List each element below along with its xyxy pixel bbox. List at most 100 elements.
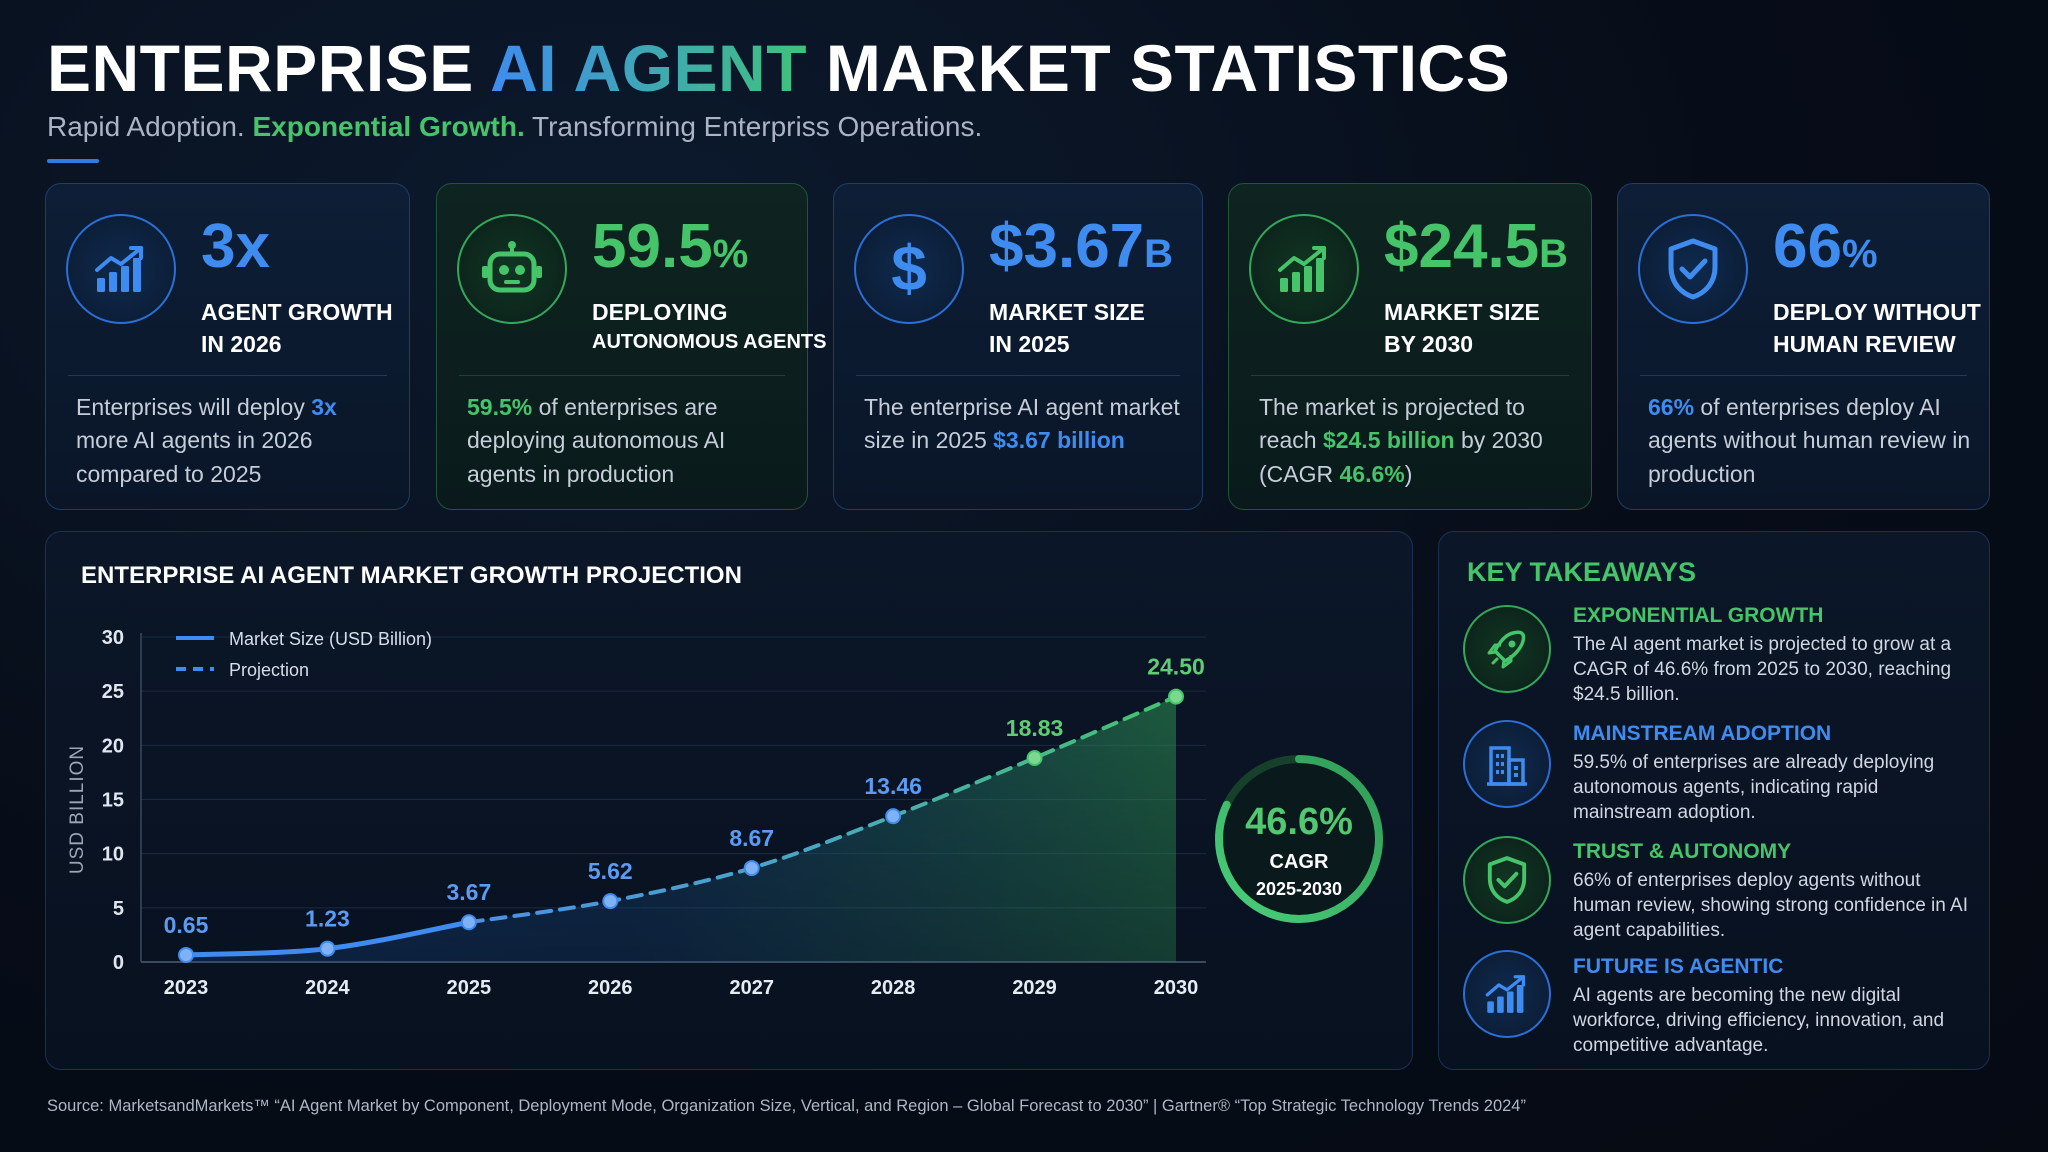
data-label: 3.67 bbox=[446, 879, 491, 905]
card-divider bbox=[856, 375, 1180, 376]
chart-growth-icon bbox=[66, 214, 176, 324]
rocket-icon bbox=[1463, 605, 1551, 693]
takeaways-title: KEY TAKEAWAYS bbox=[1467, 557, 1697, 587]
x-tick-label: 2024 bbox=[305, 977, 350, 999]
stat-value: 59.5% bbox=[592, 212, 749, 281]
chart-points bbox=[178, 688, 1184, 963]
x-tick-label: 2029 bbox=[1012, 977, 1057, 999]
chart-area-fill bbox=[186, 696, 1176, 962]
takeaway-body: 66% of enterprises deploy agents without… bbox=[1573, 870, 1969, 942]
data-point bbox=[178, 946, 194, 963]
y-tick-label: 20 bbox=[102, 735, 124, 757]
takeaway-heading: EXPONENTIAL GROWTH bbox=[1573, 604, 1824, 627]
stat-description: 66% of enterprises deploy AI agents with… bbox=[1648, 394, 1971, 487]
stat-label: DEPLOY WITHOUT HUMAN REVIEW bbox=[1773, 299, 1981, 358]
data-label: 13.46 bbox=[864, 773, 922, 799]
cagr-value: 46.6% bbox=[1245, 801, 1353, 843]
x-tick-label: 2030 bbox=[1154, 977, 1199, 999]
stat-card-market-size-2025: $ $3.67B MARKET SIZE IN 2025 The enterpri… bbox=[833, 183, 1203, 510]
takeaway-body: AI agents are becoming the new digital w… bbox=[1573, 985, 1945, 1057]
x-tick-label: 2028 bbox=[871, 977, 916, 999]
data-label: 24.50 bbox=[1147, 654, 1205, 680]
data-label: 5.62 bbox=[588, 858, 633, 884]
shield-check-icon bbox=[1638, 214, 1748, 324]
y-tick-label: 25 bbox=[102, 681, 124, 703]
takeaway-heading: TRUST & AUTONOMY bbox=[1573, 840, 1792, 863]
takeaway-heading: MAINSTREAM ADOPTION bbox=[1573, 722, 1832, 745]
y-tick-label: 0 bbox=[113, 952, 124, 974]
x-tick-label: 2026 bbox=[588, 977, 633, 999]
stat-label: AGENT GROWTH IN 2026 bbox=[201, 299, 393, 358]
chart-legend: Market Size (USD Billion) Projection bbox=[176, 629, 432, 680]
x-tick-label: 2023 bbox=[164, 977, 209, 999]
card-divider bbox=[68, 375, 387, 376]
data-point bbox=[602, 893, 619, 910]
cagr-badge: 46.6% CAGR 2025-2030 bbox=[1215, 755, 1383, 923]
subtitle-part: Rapid Adoption. bbox=[47, 111, 253, 142]
stat-label: MARKET SIZE IN 2025 bbox=[989, 299, 1145, 358]
stat-card-market-size-2030: $24.5B MARKET SIZE BY 2030 The market is … bbox=[1228, 183, 1592, 510]
legend-label: Projection bbox=[229, 660, 309, 680]
stat-value: $24.5B bbox=[1384, 212, 1569, 281]
title-underline bbox=[47, 159, 99, 163]
title-part: ENTERPRISE bbox=[47, 31, 491, 105]
chart-growth-icon bbox=[1463, 950, 1551, 1038]
takeaway-body: 59.5% of enterprises are already deployi… bbox=[1573, 752, 1935, 824]
stat-value: 66% bbox=[1773, 212, 1878, 281]
stat-value: $3.67B bbox=[989, 212, 1174, 281]
card-divider bbox=[1251, 375, 1569, 376]
subtitle-accent: Exponential Growth. bbox=[252, 111, 525, 142]
shield-check-icon bbox=[1463, 836, 1551, 924]
card-divider bbox=[1640, 375, 1967, 376]
data-point bbox=[1168, 688, 1184, 705]
title-accent: AI AGENT bbox=[490, 31, 808, 105]
data-label: 0.65 bbox=[164, 912, 209, 938]
source-footnote: Source: MarketsandMarkets™ “AI Agent Mar… bbox=[47, 1097, 1526, 1115]
page-subtitle: Rapid Adoption. Exponential Growth. Tran… bbox=[47, 111, 982, 143]
card-divider bbox=[459, 375, 785, 376]
y-tick-label: 10 bbox=[102, 844, 124, 866]
y-tick-label: 15 bbox=[102, 790, 124, 812]
cagr-label: CAGR bbox=[1270, 851, 1329, 873]
legend-label: Market Size (USD Billion) bbox=[229, 629, 432, 649]
chart-panel: ENTERPRISE AI AGENT MARKET GROWTH PROJEC… bbox=[45, 531, 1413, 1070]
cagr-range: 2025-2030 bbox=[1256, 879, 1342, 899]
data-label: 8.67 bbox=[729, 825, 774, 851]
x-tick-label: 2027 bbox=[729, 977, 774, 999]
projection-line bbox=[466, 694, 1178, 925]
page-title: ENTERPRISE AI AGENT MARKET STATISTICS bbox=[47, 30, 1510, 106]
stat-description: Enterprises will deploy 3x more AI agent… bbox=[76, 394, 337, 487]
data-label: 18.83 bbox=[1006, 715, 1064, 741]
cagr-ring bbox=[1215, 755, 1383, 923]
subtitle-part: Transforming Enterpriss Operations. bbox=[524, 111, 983, 142]
robot-icon bbox=[457, 214, 567, 324]
key-takeaways-panel: KEY TAKEAWAYS EXPONENTIAL GROWTH The AI … bbox=[1438, 531, 1990, 1070]
stat-description: The market is projected to reach $24.5 b… bbox=[1259, 394, 1543, 487]
svg-text:$: $ bbox=[891, 236, 927, 302]
stat-description: 59.5% of enterprises are deploying auton… bbox=[467, 394, 726, 487]
takeaway-body: The AI agent market is projected to grow… bbox=[1573, 634, 1952, 706]
stat-card-autonomous-agents: 59.5% DEPLOYING AUTONOMOUS AGENTS 59.5% o… bbox=[436, 183, 826, 510]
y-axis-label: USD BILLION bbox=[67, 745, 88, 874]
building-icon bbox=[1463, 720, 1551, 808]
x-tick-label: 2025 bbox=[447, 977, 492, 999]
chart-growth-icon bbox=[1249, 214, 1359, 324]
stat-description: The enterprise AI agent market size in 2… bbox=[864, 394, 1180, 454]
y-tick-label: 5 bbox=[113, 898, 124, 920]
dollar-icon: $ bbox=[854, 214, 964, 324]
data-point bbox=[319, 940, 336, 957]
data-point bbox=[743, 860, 760, 877]
stat-label: DEPLOYING AUTONOMOUS AGENTS bbox=[592, 299, 827, 354]
chart-title: ENTERPRISE AI AGENT MARKET GROWTH PROJEC… bbox=[81, 562, 742, 589]
stat-card-human-review: 66% DEPLOY WITHOUT HUMAN REVIEW 66% of en… bbox=[1617, 183, 1990, 510]
stat-card-agent-growth: 3x AGENT GROWTH IN 2026 Enterprises will … bbox=[45, 183, 410, 510]
data-point bbox=[460, 914, 477, 931]
data-point bbox=[1026, 750, 1043, 767]
data-point bbox=[885, 808, 902, 825]
stat-value: 3x bbox=[201, 212, 270, 281]
y-tick-label: 30 bbox=[102, 627, 124, 649]
takeaway-heading: FUTURE IS AGENTIC bbox=[1573, 955, 1784, 978]
title-part: MARKET STATISTICS bbox=[807, 31, 1511, 105]
